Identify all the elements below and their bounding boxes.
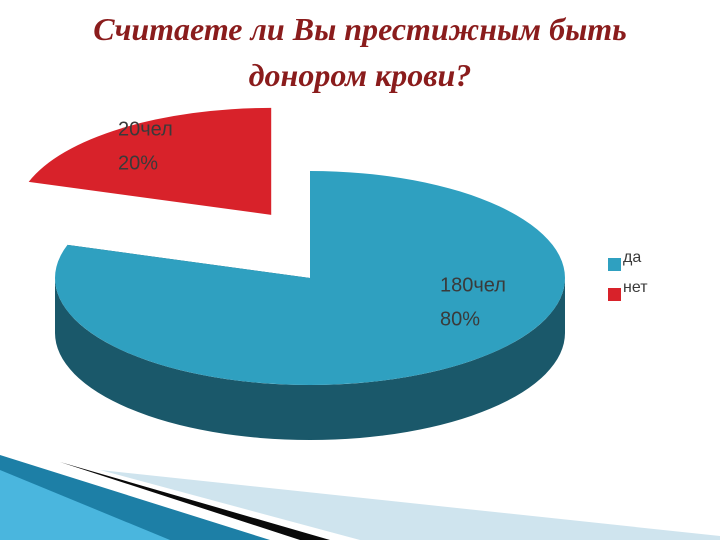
chart-title: Считаете ли Вы престижным быть донором к… — [93, 11, 627, 93]
decoration — [0, 470, 170, 540]
count-label: 20чел — [118, 118, 173, 140]
legend-label: да — [623, 249, 641, 266]
decoration — [60, 462, 330, 540]
value-label: 80% — [440, 308, 480, 330]
slice — [55, 171, 566, 386]
legend-swatch — [608, 288, 621, 301]
slice — [28, 107, 272, 215]
legend-swatch — [608, 258, 621, 271]
slice-side — [55, 278, 565, 440]
value-label: 20% — [118, 152, 158, 174]
legend-label: нет — [623, 279, 648, 296]
count-label: 180чел — [440, 274, 506, 296]
decoration — [100, 470, 720, 540]
